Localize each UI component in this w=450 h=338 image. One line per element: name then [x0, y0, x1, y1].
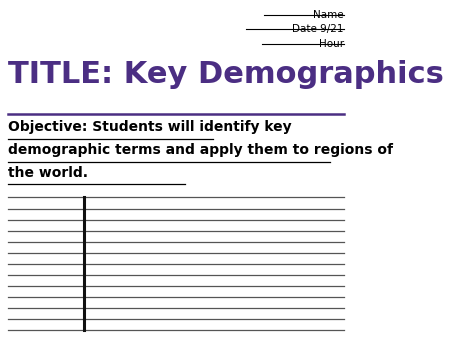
Text: Hour: Hour: [319, 39, 344, 49]
Text: TITLE: Key Demographics: TITLE: Key Demographics: [9, 60, 444, 89]
Text: Objective: Students will identify key: Objective: Students will identify key: [9, 120, 292, 135]
Text: Name: Name: [313, 10, 344, 20]
Text: the world.: the world.: [9, 166, 89, 180]
Text: Date 9/21: Date 9/21: [292, 24, 344, 34]
Text: demographic terms and apply them to regions of: demographic terms and apply them to regi…: [9, 143, 393, 157]
